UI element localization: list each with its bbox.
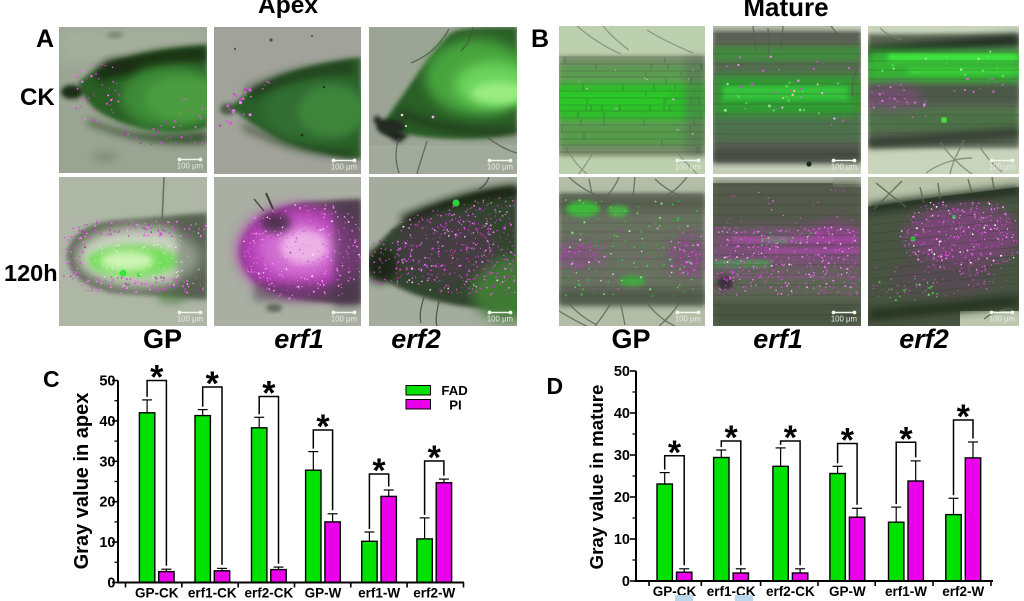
svg-text:100 μm: 100 μm	[831, 315, 857, 324]
svg-text:100 μm: 100 μm	[331, 163, 357, 172]
svg-text:erf2-CK: erf2-CK	[766, 584, 815, 599]
svg-text:100 μm: 100 μm	[675, 163, 701, 172]
svg-text:Gray value in mature: Gray value in mature	[586, 385, 607, 570]
svg-text:100 μm: 100 μm	[177, 315, 203, 324]
svg-text:*: *	[957, 398, 971, 436]
svg-text:*: *	[784, 419, 798, 457]
svg-text:GP-W: GP-W	[305, 586, 342, 601]
svg-text:30: 30	[614, 448, 630, 464]
svg-text:FAD: FAD	[441, 383, 467, 398]
svg-text:PI: PI	[449, 398, 461, 413]
svg-text:100 μm: 100 μm	[675, 315, 701, 324]
svg-text:40: 40	[99, 414, 115, 430]
svg-text:40: 40	[614, 406, 630, 422]
svg-text:20: 20	[614, 490, 630, 506]
svg-text:100 μm: 100 μm	[331, 315, 357, 324]
svg-text:erf1-CK: erf1-CK	[188, 586, 237, 601]
svg-text:erf2-W: erf2-W	[942, 584, 984, 599]
svg-text:100 μm: 100 μm	[989, 163, 1015, 172]
svg-text:erf1-W: erf1-W	[358, 586, 400, 601]
svg-text:*: *	[724, 419, 738, 457]
svg-text:erf2-W: erf2-W	[413, 586, 455, 601]
svg-text:*: *	[841, 422, 855, 460]
svg-text:GP-CK: GP-CK	[135, 586, 179, 601]
svg-text:100 μm: 100 μm	[487, 163, 513, 172]
svg-text:20: 20	[99, 495, 115, 511]
svg-text:30: 30	[99, 454, 115, 470]
svg-text:100 μm: 100 μm	[831, 163, 857, 172]
svg-text:*: *	[262, 375, 276, 413]
svg-text:*: *	[206, 365, 220, 403]
svg-text:*: *	[150, 359, 164, 397]
svg-text:10: 10	[99, 535, 115, 551]
svg-text:0: 0	[107, 576, 115, 592]
svg-text:100 μm: 100 μm	[989, 315, 1015, 324]
svg-text:*: *	[668, 434, 682, 472]
svg-text:Gray value in apex: Gray value in apex	[71, 393, 93, 570]
svg-text:50: 50	[614, 364, 630, 380]
svg-text:100 μm: 100 μm	[487, 315, 513, 324]
svg-text:erf2-CK: erf2-CK	[245, 586, 294, 601]
svg-text:*: *	[428, 439, 442, 477]
svg-text:10: 10	[614, 532, 630, 548]
svg-text:50: 50	[99, 374, 115, 390]
svg-text:*: *	[899, 420, 913, 458]
svg-text:erf1-W: erf1-W	[885, 584, 927, 599]
svg-text:*: *	[316, 408, 330, 446]
svg-text:100 μm: 100 μm	[177, 162, 203, 171]
svg-text:*: *	[372, 452, 386, 490]
svg-text:0: 0	[622, 574, 630, 590]
svg-text:GP-W: GP-W	[829, 584, 866, 599]
